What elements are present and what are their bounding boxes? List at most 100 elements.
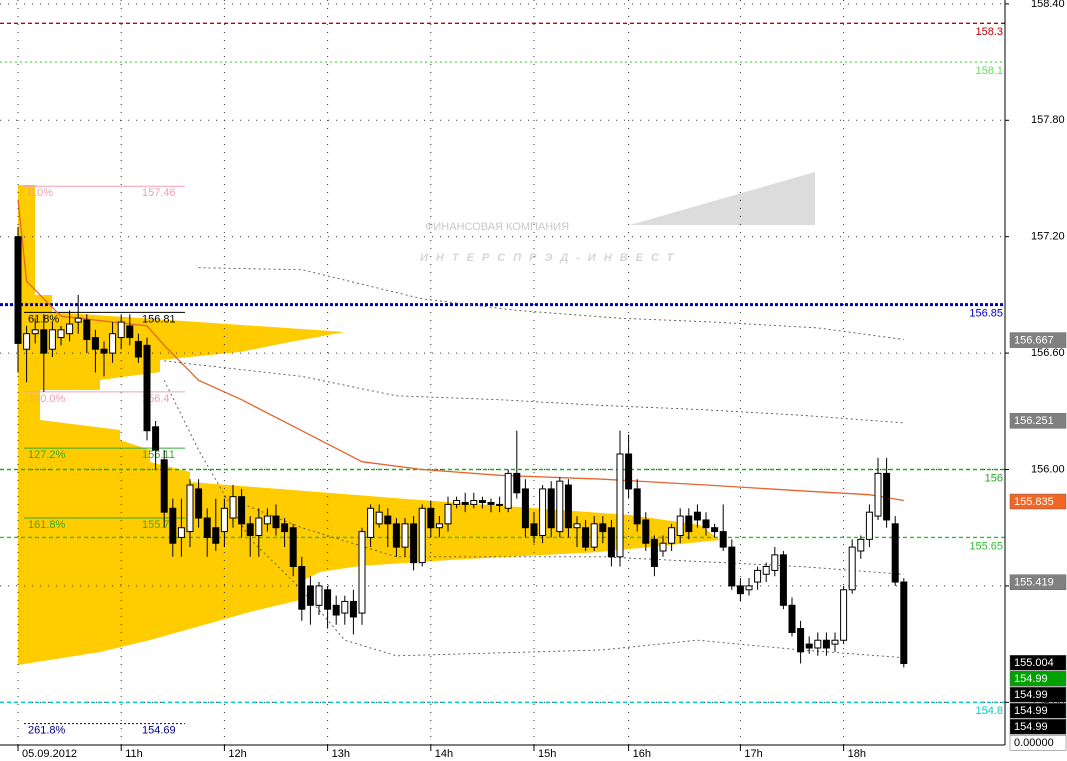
candle-body <box>23 333 31 350</box>
candle-body <box>728 546 736 587</box>
candle-body <box>642 519 650 544</box>
x-tick-label: 05.09.2012 <box>22 748 77 760</box>
price-tag-label: 154.99 <box>1014 721 1048 733</box>
price-tag-label: 156.251 <box>1014 415 1054 427</box>
price-tag <box>1009 413 1067 429</box>
candle-body <box>195 488 203 519</box>
candle-body <box>332 604 340 616</box>
candle-body <box>797 628 805 653</box>
candle-body <box>349 600 357 618</box>
candle-body <box>865 511 873 540</box>
indicator-line <box>224 496 904 575</box>
candle-body <box>177 527 185 538</box>
candle-body <box>745 585 753 591</box>
price-tag-label: 154.99 <box>1014 673 1048 685</box>
level-label: 156 <box>985 472 1003 484</box>
y-tick-label: 157.80 <box>1031 114 1065 126</box>
candle-body <box>134 340 142 358</box>
candle-body <box>530 523 538 536</box>
price-tag <box>1009 702 1067 719</box>
level-label: 154.8 <box>975 705 1003 717</box>
x-tick-label: 13h <box>332 748 350 760</box>
candle-body <box>650 538 658 568</box>
candle-body <box>126 325 134 339</box>
level-label: 155.65 <box>969 540 1003 552</box>
price-tag-label: 0.00000 <box>1014 737 1054 749</box>
candle-body <box>229 496 237 519</box>
candle-body <box>478 500 486 503</box>
candle-body <box>418 507 426 564</box>
candle-body <box>805 643 813 649</box>
candle-body <box>109 333 117 354</box>
y-tick-label: 156.60 <box>1031 347 1065 359</box>
candle-body <box>874 472 882 517</box>
indicator-line <box>163 380 904 659</box>
candle-body <box>891 523 899 583</box>
candle-body <box>754 569 762 583</box>
x-tick-label: 11h <box>125 748 143 760</box>
candle-body <box>298 566 306 610</box>
x-tick-label: 15h <box>538 748 556 760</box>
indicator-line <box>198 267 904 340</box>
candle-body <box>255 517 263 536</box>
candle-body <box>496 503 504 506</box>
fib-price: 156.11 <box>142 449 175 461</box>
candle-body <box>702 519 710 529</box>
candle-body <box>367 507 375 538</box>
candle-body <box>272 515 280 529</box>
candle-body <box>668 527 676 544</box>
price-tag-label: 155.004 <box>1014 657 1054 669</box>
price-tag-label: 155.835 <box>1014 496 1054 508</box>
candle-body <box>306 585 314 606</box>
candle-body <box>504 472 512 509</box>
price-tag <box>1009 686 1067 703</box>
candle-body <box>31 329 39 335</box>
candle-body <box>659 542 667 552</box>
candle-body <box>582 527 590 548</box>
candle-body <box>461 501 469 505</box>
candle-body <box>401 523 409 548</box>
watermark-caption: ФИНАНСОВАЯ КОМПАНИЯ <box>425 221 569 233</box>
candle-body <box>14 236 22 344</box>
fib-price: 157.46 <box>142 187 176 199</box>
candle-body <box>281 523 289 533</box>
indicator-line <box>17 199 904 502</box>
candle-body <box>212 527 220 544</box>
candle-body <box>762 566 770 575</box>
candle-body <box>539 488 547 536</box>
candle-body <box>685 515 693 533</box>
candle-body <box>547 488 555 529</box>
candle-body <box>435 523 443 529</box>
candle-body <box>427 507 435 529</box>
candle-body <box>625 453 633 490</box>
candle-body <box>57 329 65 339</box>
price-tag <box>1009 670 1067 687</box>
fib-price: 154.69 <box>142 725 176 737</box>
candle-body <box>599 523 607 533</box>
candle-body <box>693 511 701 521</box>
candle-body <box>324 589 332 610</box>
candle-body <box>573 523 581 529</box>
volume-profile <box>18 185 720 665</box>
y-tick-label: 157.20 <box>1031 231 1065 243</box>
candle-body <box>711 527 719 533</box>
candle-body <box>487 501 495 505</box>
x-tick-label: 14h <box>435 748 453 760</box>
candle-body <box>48 329 56 350</box>
candle-body <box>91 337 99 350</box>
candle-body <box>40 329 48 354</box>
candle-body <box>238 496 246 525</box>
candle-body <box>616 453 624 558</box>
candle-body <box>556 480 564 533</box>
price-tag-label: 154.99 <box>1014 705 1048 717</box>
y-tick-label: 156.00 <box>1031 463 1065 475</box>
candle-body <box>203 517 211 538</box>
candle-body <box>564 484 572 529</box>
candle-body <box>831 639 839 645</box>
candle-body <box>117 321 125 339</box>
candle-body <box>152 426 160 451</box>
watermark-name: ИНТЕРСПРЭД-ИНВЕСТ <box>420 252 681 264</box>
candle-body <box>814 639 822 649</box>
candle-body <box>289 527 297 568</box>
